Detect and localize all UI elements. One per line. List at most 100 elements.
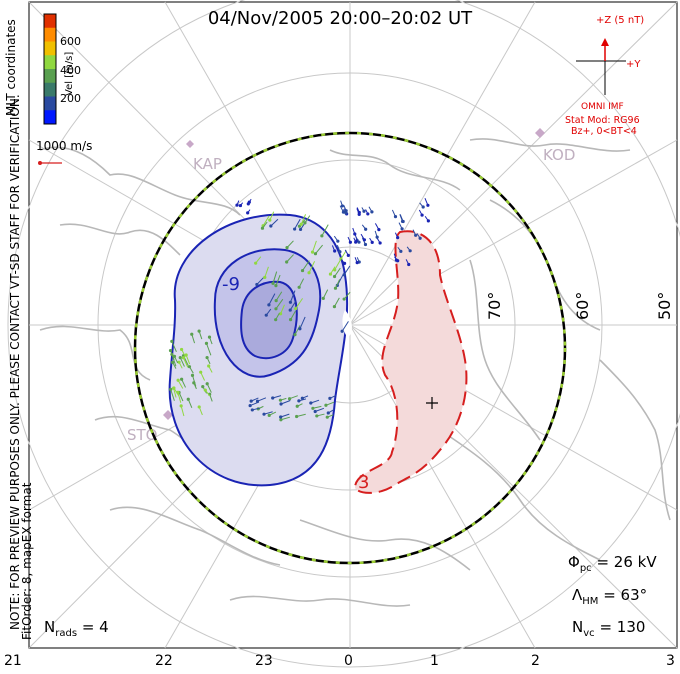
velocity-vector-origin — [414, 233, 418, 237]
velocity-vector-origin — [264, 313, 268, 317]
colorbar-segment — [44, 96, 56, 111]
velocity-vector-origin — [293, 333, 297, 337]
velocity-vector-origin — [303, 221, 307, 225]
velocity-vector-origin — [400, 219, 405, 224]
mlt-tick-21: 21 — [4, 653, 22, 669]
velocity-vector-origin — [176, 378, 180, 382]
velocity-vector-origin — [408, 249, 412, 253]
velocity-vector-origin — [249, 399, 253, 403]
velocity-vector-origin — [279, 415, 283, 419]
velocity-vector-origin — [297, 285, 301, 289]
velocity-vector-origin — [311, 406, 315, 410]
velocity-vector-origin — [399, 249, 403, 253]
velocity-vector-origin — [293, 227, 297, 231]
svg-text:KAP: KAP — [193, 155, 222, 173]
velocity-vector-origin — [332, 274, 337, 279]
velocity-vector-origin — [171, 360, 175, 364]
velocity-vector-origin — [170, 339, 174, 343]
station-markers: KAP KOD STO — [127, 128, 575, 444]
velocity-vector-origin — [278, 398, 283, 402]
velocity-vector — [340, 250, 347, 260]
cell-center-marker — [426, 397, 438, 409]
fit-order-note: FitOrder: 8, mapEX format — [20, 482, 34, 640]
scale-vector: 1000 m/s — [36, 139, 92, 165]
velocity-vector-origin — [177, 360, 181, 364]
svg-text:1000 m/s: 1000 m/s — [36, 139, 92, 153]
velocity-vector — [295, 298, 303, 309]
velocity-vector-origin — [342, 261, 347, 265]
velocity-vector-origin — [190, 373, 195, 377]
velocity-vector-origin — [271, 281, 275, 285]
velocity-vector-origin — [205, 355, 209, 360]
velocity-vector-origin — [333, 286, 338, 290]
velocity-vector-origin — [246, 211, 250, 215]
velocity-vector-origin — [288, 308, 292, 312]
velocity-vector — [264, 266, 269, 278]
velocity-vector-origin — [299, 222, 303, 226]
velocity-vector-origin — [362, 238, 367, 242]
velocity-vector-origin — [310, 250, 315, 254]
svg-text:+Z (5 nT): +Z (5 nT) — [596, 15, 644, 26]
velocity-vector-origin — [204, 341, 209, 345]
velocity-vector-origin — [338, 250, 342, 254]
velocity-vector — [300, 214, 307, 225]
velocity-vector-origin — [178, 356, 182, 360]
velocity-vector — [336, 274, 344, 286]
velocity-vector — [170, 350, 175, 360]
velocity-vector — [343, 265, 351, 276]
velocity-vector-origin — [207, 364, 211, 368]
velocity-vector-origin — [407, 262, 411, 267]
velocity-vector-origin — [172, 354, 177, 358]
velocity-vector-origin — [313, 409, 317, 414]
velocity-vector-origin — [357, 240, 361, 244]
velocity-vector-origin — [250, 408, 254, 412]
velocity-vector — [335, 279, 341, 289]
velocity-vector-origin — [279, 418, 283, 422]
velocity-vector — [298, 278, 305, 288]
velocity-vector-origin — [169, 387, 173, 391]
velocity-vector — [312, 240, 317, 253]
velocity-vector — [171, 341, 177, 353]
velocity-vector-origin — [357, 212, 361, 216]
velocity-vector-origin — [235, 203, 239, 207]
velocity-vector-origin — [300, 396, 304, 400]
velocity-vector-origin — [279, 402, 283, 406]
velocity-vector-origin — [267, 413, 271, 417]
mlt-tick-23: 23 — [255, 653, 273, 669]
velocity-vector-origin — [300, 268, 305, 273]
velocity-vector-origin — [205, 382, 209, 386]
svg-text:+Y: +Y — [626, 59, 641, 70]
velocity-vector — [185, 354, 191, 365]
velocity-vector-origin — [366, 212, 370, 216]
velocity-vector-origin — [187, 365, 192, 369]
velocity-vector — [308, 261, 316, 273]
velocity-vector-origin — [332, 305, 337, 309]
velocity-vector-origin — [364, 227, 368, 231]
velocity-vector — [280, 304, 285, 314]
velocity-vector-origin — [181, 356, 186, 360]
velocity-vector — [294, 325, 301, 335]
velocity-vector-origin — [363, 242, 368, 247]
map-title: 04/Nov/2005 20:00–20:02 UT — [207, 8, 473, 29]
velocity-vector-origin — [271, 396, 275, 400]
velocity-vector-origin — [201, 385, 205, 389]
velocity-vector-origin — [313, 252, 318, 256]
velocity-vector — [333, 297, 340, 307]
nrads-stat: Nrads = 4 — [44, 618, 109, 639]
velocity-vector-origin — [186, 397, 190, 401]
velocity-vectors — [168, 198, 430, 422]
velocity-vector — [286, 254, 294, 263]
velocity-vector-origin — [203, 388, 207, 392]
velocity-vector-origin — [274, 318, 278, 322]
velocity-vector — [206, 383, 212, 393]
velocity-vector — [294, 218, 301, 230]
latitude-labels: 70° 60° 50° — [485, 292, 674, 320]
station-kap: KAP — [186, 140, 222, 173]
velocity-vector-origin — [255, 282, 259, 287]
velocity-vector — [290, 310, 296, 320]
velocity-vector-origin — [333, 249, 337, 253]
velocity-vector-origin — [287, 397, 292, 401]
velocity-vector-origin — [278, 312, 283, 316]
velocity-vector-origin — [172, 386, 176, 390]
